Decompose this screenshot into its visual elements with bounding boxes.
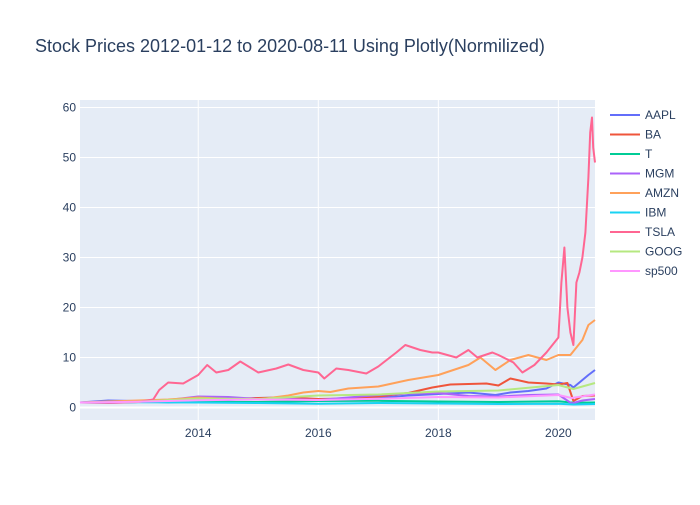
- legend-item-t[interactable]: T: [610, 147, 653, 161]
- axis-tick-labels: 2014 2016 2018 2020 0 10 20 30 40 50 60: [63, 101, 572, 441]
- y-tick-label: 60: [63, 101, 77, 115]
- legend-label: TSLA: [645, 225, 675, 239]
- y-tick-label: 30: [63, 251, 77, 265]
- legend[interactable]: AAPL BA T MGM AMZN IBM TSLA GOOG sp500: [610, 108, 682, 278]
- legend-label: MGM: [645, 167, 674, 181]
- plot-background: [80, 100, 595, 420]
- chart-title: Stock Prices 2012-01-12 to 2020-08-11 Us…: [35, 36, 545, 56]
- y-tick-label: 50: [63, 151, 77, 165]
- x-tick-label: 2020: [545, 426, 572, 440]
- series-line-sp500[interactable]: [79, 393, 596, 404]
- series-line-tsla[interactable]: [79, 116, 596, 404]
- legend-label: IBM: [645, 206, 666, 220]
- y-tick-label: 40: [63, 201, 77, 215]
- legend-item-amzn[interactable]: AMZN: [610, 186, 679, 200]
- legend-label: AMZN: [645, 186, 679, 200]
- x-tick-label: 2014: [185, 426, 212, 440]
- legend-item-sp500[interactable]: sp500: [610, 264, 678, 278]
- legend-label: AAPL: [645, 108, 676, 122]
- legend-item-mgm[interactable]: MGM: [610, 167, 674, 181]
- x-tick-label: 2016: [305, 426, 332, 440]
- grid-layer: [80, 100, 595, 420]
- legend-label: sp500: [645, 264, 678, 278]
- series-line-goog[interactable]: [79, 382, 596, 404]
- x-tick-label: 2018: [425, 426, 452, 440]
- series-lines: [79, 116, 596, 406]
- y-tick-label: 10: [63, 351, 77, 365]
- y-tick-label: 0: [69, 401, 76, 415]
- legend-label: BA: [645, 128, 661, 142]
- legend-item-goog[interactable]: GOOG: [610, 245, 682, 259]
- series-line-ibm[interactable]: [79, 401, 596, 406]
- legend-item-tsla[interactable]: TSLA: [610, 225, 675, 239]
- legend-item-aapl[interactable]: AAPL: [610, 108, 676, 122]
- y-tick-label: 20: [63, 301, 77, 315]
- legend-label: T: [645, 147, 653, 161]
- legend-item-ba[interactable]: BA: [610, 128, 661, 142]
- legend-item-ibm[interactable]: IBM: [610, 206, 666, 220]
- legend-label: GOOG: [645, 245, 682, 259]
